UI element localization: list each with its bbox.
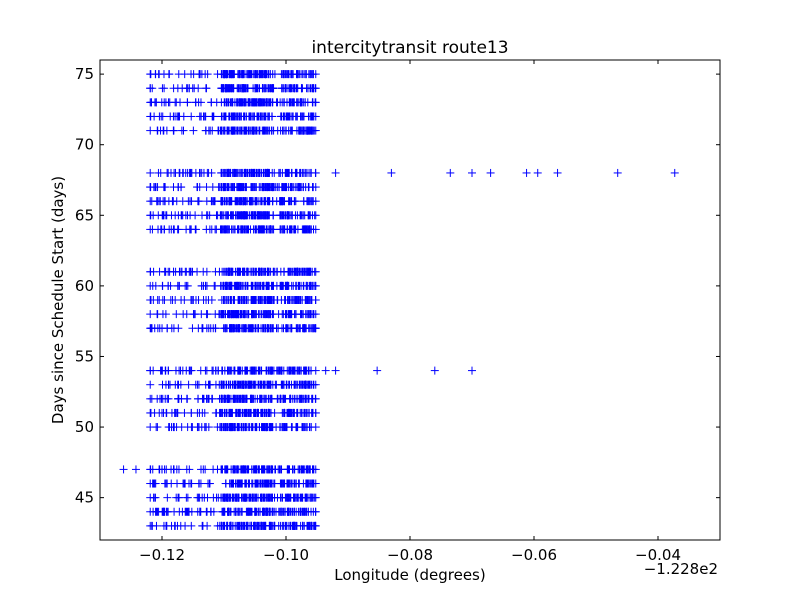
data-point [187, 521, 196, 530]
x-tick-label: −0.10 [263, 546, 309, 564]
y-tick-label: 70 [75, 136, 94, 154]
data-point [298, 521, 307, 530]
data-point [311, 507, 320, 516]
data-point [233, 521, 242, 530]
data-point [260, 521, 269, 530]
y-tick-label: 45 [75, 489, 94, 507]
data-point [265, 507, 274, 516]
data-point [159, 521, 168, 530]
data-point [203, 521, 212, 530]
data-point [162, 507, 171, 516]
data-point [311, 521, 320, 530]
data-point [284, 507, 293, 516]
data-point [243, 521, 252, 530]
y-axis-label: Days since Schedule Start (days) [49, 176, 67, 424]
x-axis-offset-label: −1.228e2 [644, 560, 718, 578]
data-point [290, 521, 299, 530]
x-axis-label: Longitude (degrees) [334, 566, 485, 584]
data-point [207, 507, 216, 516]
scatter-marks [119, 70, 679, 530]
data-point [163, 493, 172, 502]
x-tick-label: −0.12 [139, 546, 185, 564]
y-tick-label: 60 [75, 277, 94, 295]
data-point [219, 521, 228, 530]
y-tick-label: 65 [75, 206, 94, 224]
y-tick-label: 75 [75, 65, 94, 83]
data-point [226, 521, 235, 530]
data-point [277, 507, 286, 516]
data-point [146, 507, 155, 516]
data-point [274, 521, 283, 530]
y-tick-label: 55 [75, 347, 94, 365]
x-tick-label: −0.06 [511, 546, 557, 564]
data-point [176, 521, 185, 530]
chart-title: intercitytransit route13 [311, 38, 508, 58]
y-tick-label: 50 [75, 418, 94, 436]
data-point [167, 521, 176, 530]
data-point [182, 507, 191, 516]
data-point [243, 507, 252, 516]
data-point [299, 507, 308, 516]
data-point [195, 493, 204, 502]
x-tick-label: −0.08 [387, 546, 433, 564]
data-point [264, 493, 273, 502]
data-point [146, 521, 155, 530]
data-point [223, 507, 232, 516]
